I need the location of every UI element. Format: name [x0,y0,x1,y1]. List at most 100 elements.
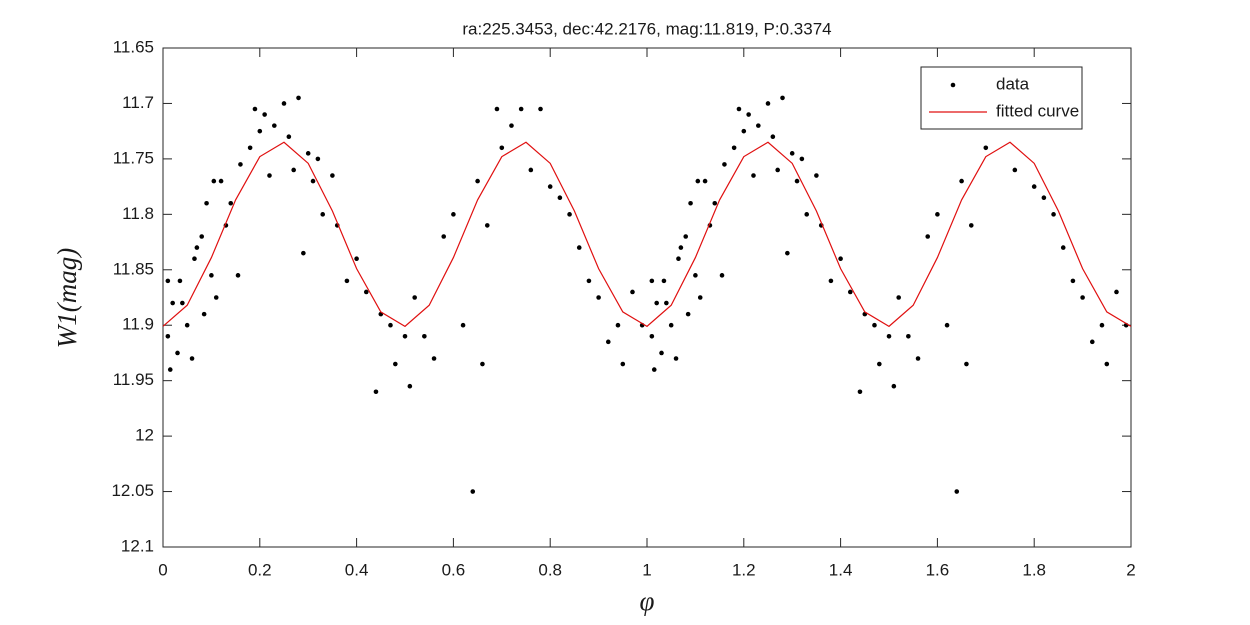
data-point [167,367,173,372]
y-tick-label: 11.7 [122,93,154,112]
data-point [1104,361,1110,367]
fitted-line [162,141,1132,328]
data-point [499,145,505,151]
data-point [494,106,500,112]
data-point [257,128,263,134]
data-point [305,151,311,156]
data-point [528,167,534,173]
data-point [422,334,427,339]
data-point [213,295,219,300]
x-tick-label: 0.6 [442,560,466,579]
data-point [678,245,684,250]
data-point [741,128,747,134]
data-point [228,200,234,206]
data-point [615,322,621,328]
x-tick-label: 0 [158,560,167,579]
data-point [775,167,780,173]
data-point [756,123,761,128]
data-point [765,101,771,106]
data-point [935,212,940,217]
data-point [484,223,490,228]
data-point [814,173,819,178]
data-point [538,106,543,112]
data-point [557,195,563,200]
data-point [412,295,417,300]
data-point [964,361,969,367]
data-point [170,300,175,306]
data-point [719,273,725,278]
y-tick-label: 11.95 [113,370,154,389]
data-point [651,367,657,372]
data-point [649,278,655,284]
data-point [431,356,437,361]
data-point [189,356,195,361]
data-point [451,212,456,217]
y-tick-label: 11.65 [113,37,154,56]
data-point [925,234,931,239]
data-point [310,178,316,184]
data-point [165,334,171,339]
data-point [676,256,681,261]
y-tick-label: 11.9 [122,315,154,334]
data-point [712,200,718,206]
data-point [968,223,974,228]
data-point [407,383,413,389]
data-point [165,278,171,284]
data-point [722,162,727,167]
legend-label: data [996,74,1030,93]
data-point [770,134,776,140]
data-point [296,95,301,101]
data-point [567,212,572,217]
data-point [184,322,190,328]
data-point [475,178,480,184]
data-point [547,184,553,189]
x-tick-label: 1.2 [732,560,756,579]
data-point [363,289,369,295]
data-point [1012,167,1018,173]
data-point [286,134,292,140]
data-point [204,200,209,206]
data-point [794,178,800,184]
data-point [828,278,834,284]
data-point [247,145,253,151]
data-point [192,256,197,261]
data-point [915,356,921,361]
data-point [1060,245,1066,250]
data-point [668,322,674,328]
data-point [238,162,243,167]
data-point [218,178,224,184]
data-point [480,361,485,367]
data-point [605,339,611,345]
y-tick-label: 12.1 [121,536,154,555]
data-point [731,145,737,151]
data-point [586,278,592,284]
legend-marker [950,82,956,88]
data-point [685,311,691,317]
data-point [659,350,664,356]
x-tick-label: 1.8 [1022,560,1046,579]
data-point [1080,295,1085,300]
data-point [211,178,217,184]
y-axis-label: W1(mag) [52,248,82,348]
x-tick-label: 0.8 [538,560,562,579]
data-point [201,311,207,317]
x-tick-label: 1.4 [829,560,853,579]
data-point [518,106,524,112]
data-point [857,389,863,395]
data-point [847,289,853,295]
data-point [252,106,258,112]
data-point [1070,278,1076,284]
legend-label: fitted curve [996,101,1079,120]
data-point [673,356,679,361]
data-point [460,322,466,328]
data-point [175,350,180,356]
data-point [596,295,601,300]
data-point [780,95,785,101]
data-point [959,178,964,184]
data-point [177,278,183,284]
data-point [291,167,296,173]
data-point [576,245,582,250]
data-point [785,250,790,256]
data-point [983,145,989,151]
